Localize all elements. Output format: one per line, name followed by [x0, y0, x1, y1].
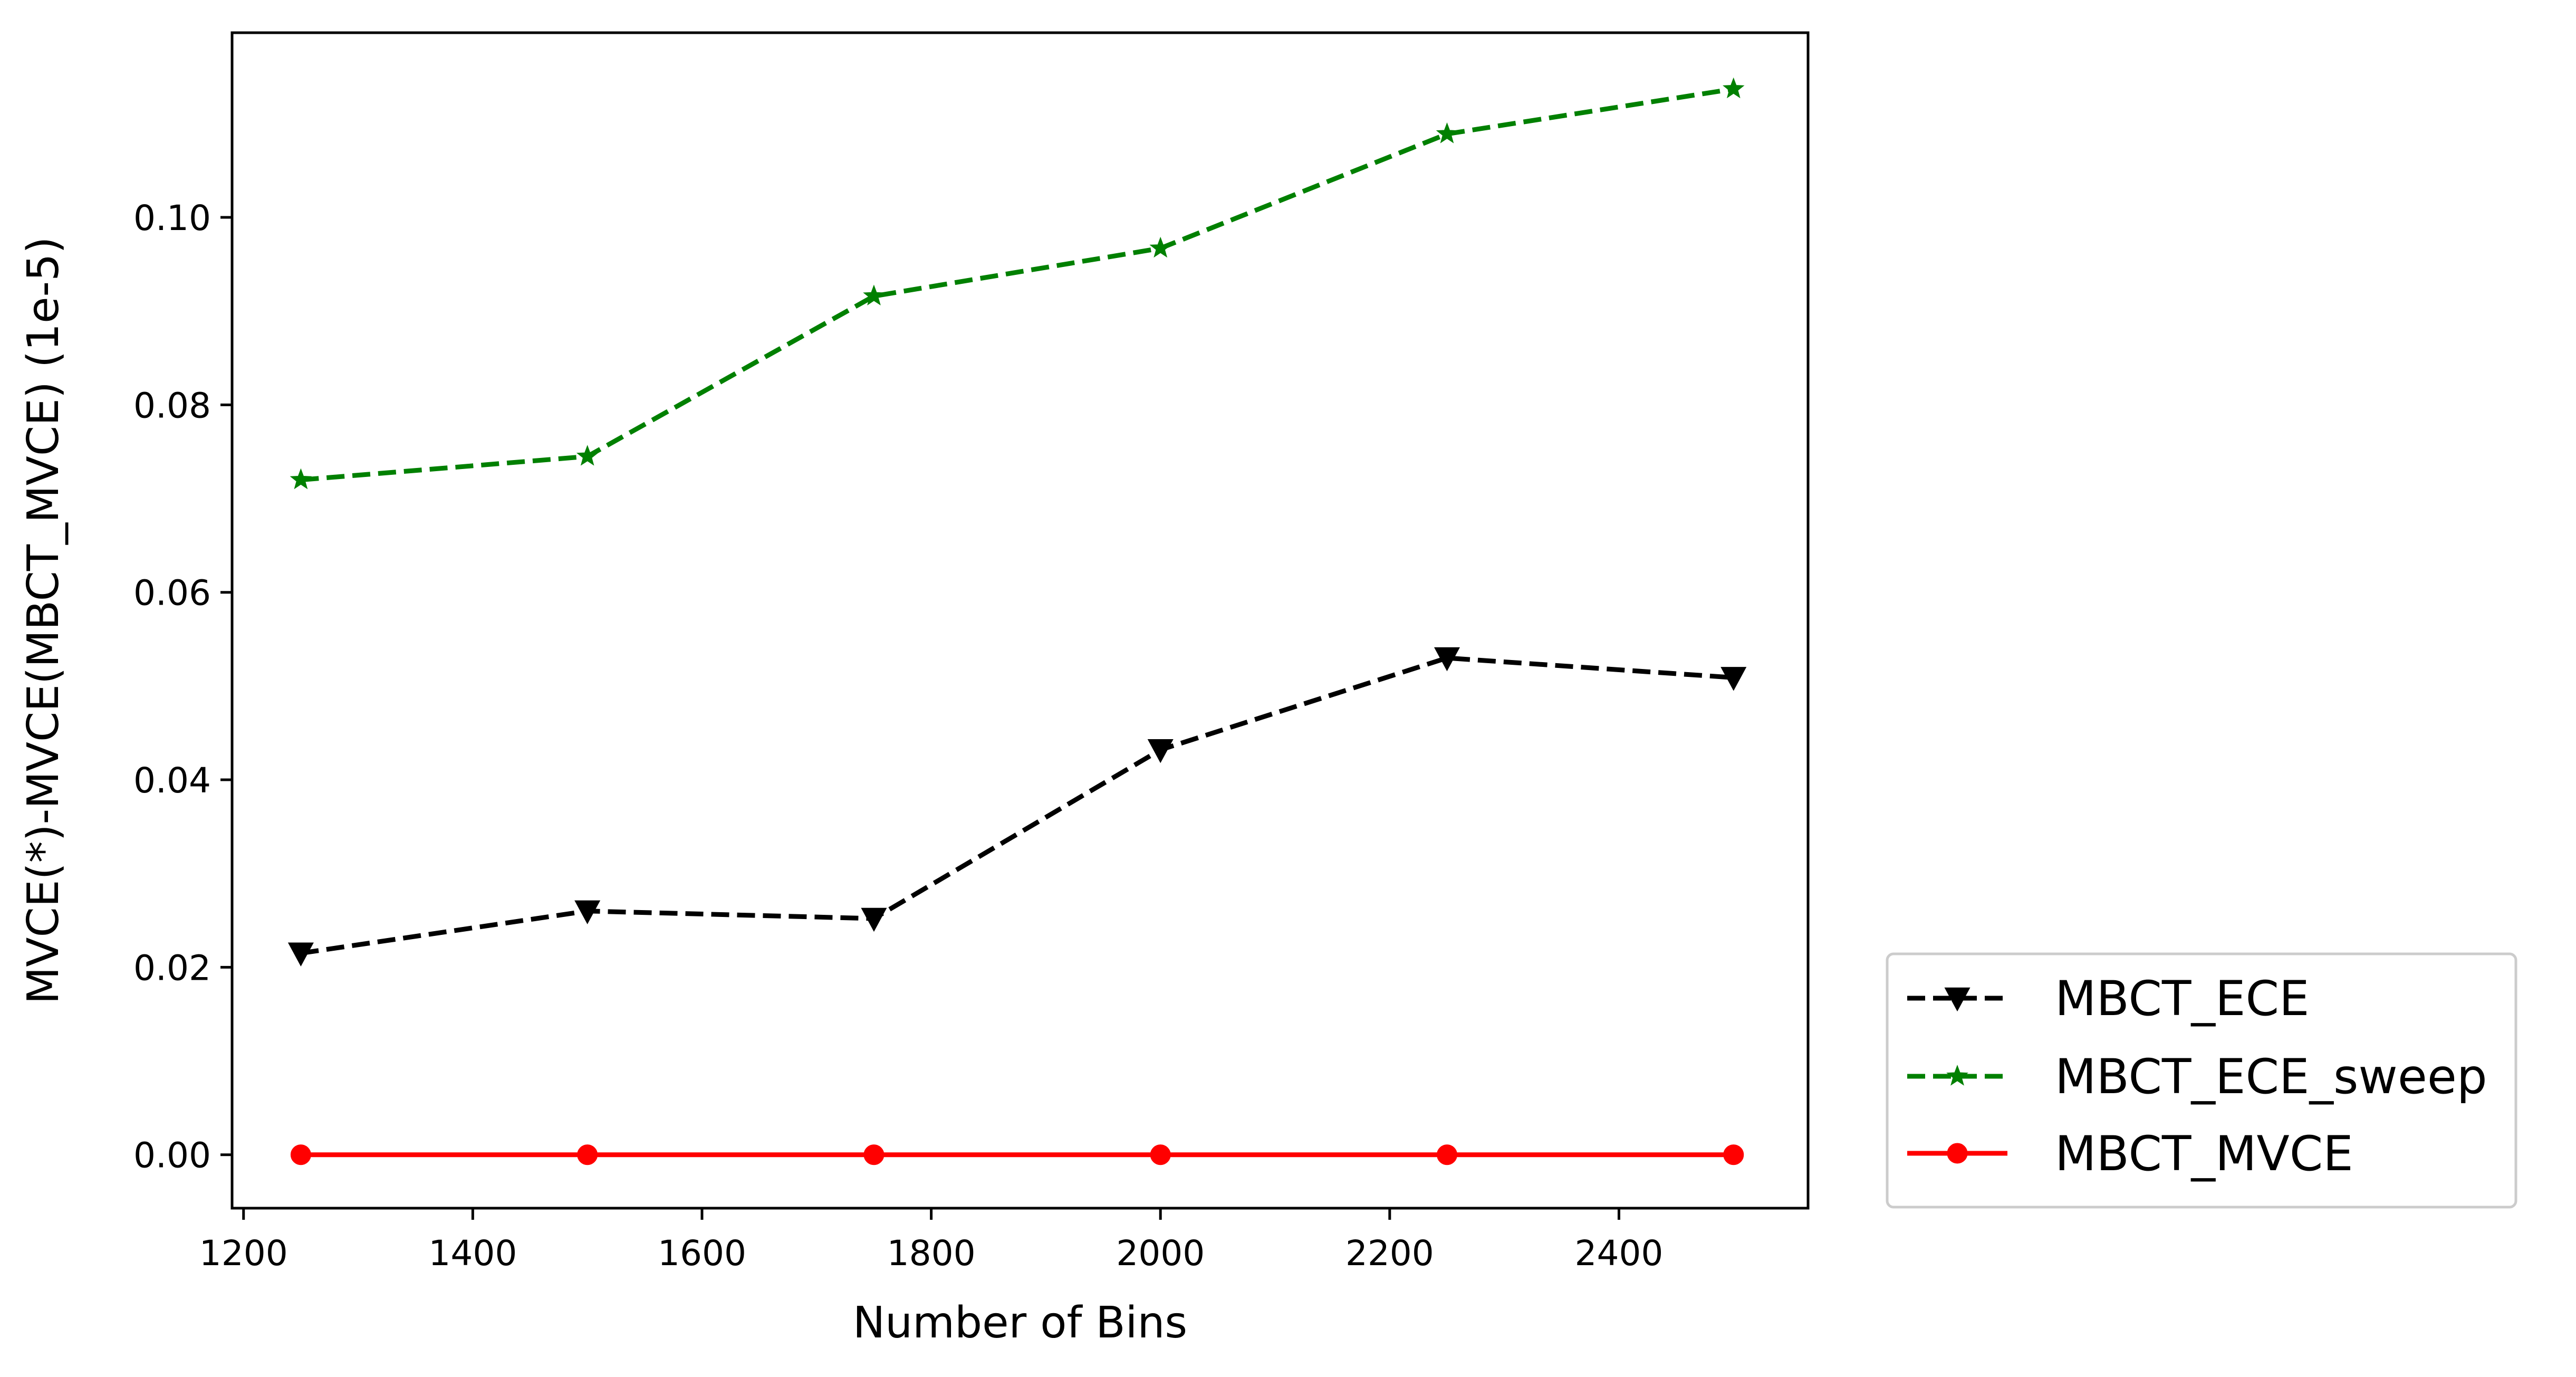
data-point-mbct-ece-sweep — [576, 445, 599, 466]
data-point-mbct-ece — [1434, 647, 1460, 672]
series-mbct-mvce — [290, 1144, 1744, 1165]
x-tick-label: 1800 — [887, 1233, 976, 1274]
data-point-mbct-mvce — [1723, 1144, 1744, 1165]
legend-label-mbct-mvce: MBCT_MVCE — [2055, 1126, 2353, 1182]
legend-label-mbct-ece: MBCT_ECE — [2055, 971, 2310, 1027]
legend-marker-mbct-ece-sweep — [1946, 1065, 1968, 1086]
data-point-mbct-ece — [1720, 667, 1747, 691]
data-point-mbct-ece — [287, 942, 314, 967]
legend: MBCT_ECE MBCT_ECE_sweep MBCT_MVCE — [1886, 952, 2517, 1209]
y-tick-label: 0.08 — [133, 385, 211, 426]
y-tick-label: 0.02 — [133, 948, 211, 988]
data-point-mbct-mvce — [290, 1144, 311, 1165]
x-tick-label: 1200 — [199, 1233, 288, 1274]
x-axis-label: Number of Bins — [853, 1298, 1187, 1348]
y-tick-label: 0.00 — [133, 1135, 211, 1176]
y-tick-label: 0.04 — [133, 760, 211, 801]
data-point-mbct-ece — [574, 900, 601, 924]
x-tick-label: 1400 — [428, 1233, 517, 1274]
data-point-mbct-ece — [1147, 739, 1174, 763]
data-point-mbct-mvce — [1436, 1144, 1457, 1165]
x-tick-label: 2000 — [1116, 1233, 1205, 1274]
series-layer — [287, 77, 1747, 1165]
data-point-mbct-ece — [861, 907, 887, 932]
legend-label-mbct-ece-sweep: MBCT_ECE_sweep — [2055, 1049, 2487, 1105]
y-axis: 0.00 0.02 0.04 0.06 0.08 0.10 — [133, 198, 232, 1176]
legend-box — [1886, 952, 2517, 1209]
y-tick-label: 0.06 — [133, 573, 211, 614]
y-axis-label: MVCE(*)-MVCE(MBCT_MVCE) (1e-5) — [18, 237, 69, 1005]
series-mbct-ece-sweep — [290, 77, 1745, 490]
x-axis: 1200 1400 1600 1800 2000 2200 2400 — [199, 1208, 1663, 1274]
data-point-mbct-ece-sweep — [1149, 236, 1172, 258]
data-point-mbct-ece-sweep — [1436, 122, 1458, 144]
data-point-mbct-ece-sweep — [290, 468, 312, 490]
series-line-mbct-ece-sweep — [301, 87, 1734, 482]
series-line-mbct-ece — [300, 655, 1734, 956]
legend-marker-mbct-mvce — [1947, 1143, 1968, 1164]
data-point-mbct-mvce — [863, 1144, 885, 1165]
data-point-mbct-ece-sweep — [1723, 77, 1745, 99]
y-tick-label: 0.10 — [133, 198, 211, 238]
x-tick-label: 1600 — [658, 1233, 746, 1274]
x-tick-label: 2400 — [1574, 1233, 1663, 1274]
x-tick-label: 2200 — [1345, 1233, 1434, 1274]
data-point-mbct-mvce — [1150, 1144, 1171, 1165]
series-mbct-ece — [287, 647, 1747, 967]
legend-marker-mbct-ece — [1944, 987, 1971, 1012]
data-point-mbct-mvce — [577, 1144, 598, 1165]
plot-frame — [230, 31, 1810, 1210]
data-point-mbct-ece-sweep — [863, 284, 885, 305]
